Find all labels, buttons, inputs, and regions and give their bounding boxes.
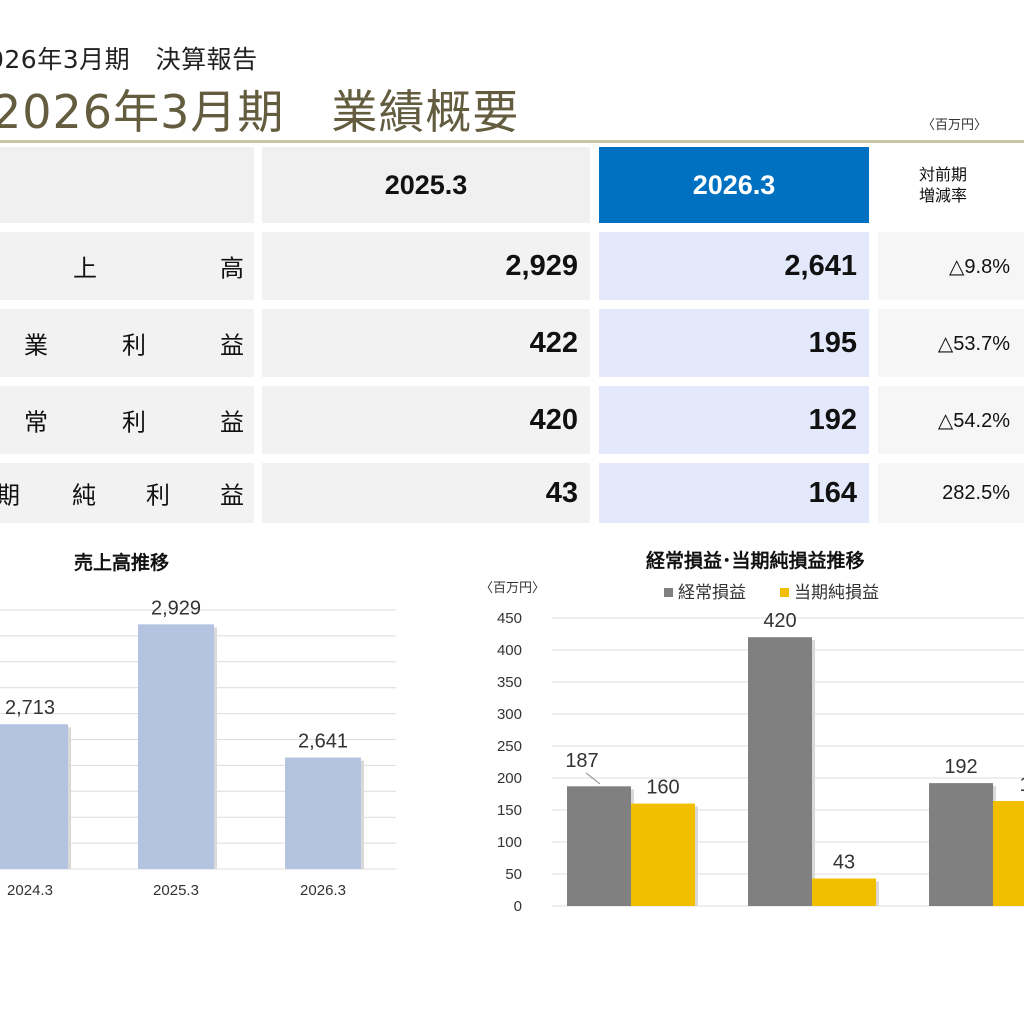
table-corner-cell <box>0 147 254 223</box>
legend-swatch <box>664 588 673 597</box>
y-tick-label: 50 <box>505 866 522 883</box>
table-row-label: 上 高 <box>0 232 254 300</box>
y-tick-label: 200 <box>497 770 522 787</box>
ordinary-profit-bar <box>748 637 812 906</box>
change-header-line1: 対前期 <box>919 165 968 184</box>
column-header-prev: 2025.3 <box>262 147 590 223</box>
data-label: 160 <box>646 777 679 799</box>
y-tick-label: 350 <box>497 674 522 691</box>
value-change: △53.7% <box>878 309 1024 377</box>
data-label: 2,713 <box>5 697 55 719</box>
value-current: 2,641 <box>599 232 869 300</box>
row-label-char: 高 <box>220 254 244 283</box>
row-label-char: 業 <box>24 331 48 360</box>
data-label: 1 <box>1019 774 1024 796</box>
table-row-label: 期 純 利 益 <box>0 463 254 523</box>
value-change: 282.5% <box>878 463 1024 523</box>
row-label-char: 利 <box>122 331 146 360</box>
data-label: 43 <box>833 851 855 873</box>
row-label-char: 純 <box>72 481 96 510</box>
row-label-char: 益 <box>220 481 244 510</box>
row-label-char: 常 <box>24 408 48 437</box>
legend-swatch <box>780 588 789 597</box>
unit-label: 〈百万円〉 <box>922 118 988 133</box>
row-label-char: 上 <box>73 254 97 283</box>
sales-bar <box>285 757 361 869</box>
column-header-change: 対前期 増減率 <box>878 147 1024 223</box>
sales-chart-title: 売上高推移 <box>74 552 170 574</box>
value-change: △54.2% <box>878 386 1024 454</box>
breadcrumb: 026年3月期 決算報告 <box>0 45 258 74</box>
net-profit-bar <box>993 801 1024 906</box>
y-tick-label: 150 <box>497 802 522 819</box>
value-change: △9.8% <box>878 232 1024 300</box>
row-label-char: 益 <box>220 408 244 437</box>
title-divider <box>0 140 1024 143</box>
row-label-char: 利 <box>122 408 146 437</box>
table-row-label: 常 利 益 <box>0 386 254 454</box>
value-prev: 43 <box>262 463 590 523</box>
y-tick-label: 100 <box>497 834 522 851</box>
profit-chart-title: 経常損益･当期純損益推移 <box>646 550 865 572</box>
value-current: 195 <box>599 309 869 377</box>
y-tick-label: 300 <box>497 706 522 723</box>
value-prev: 422 <box>262 309 590 377</box>
data-label: 187 <box>565 750 598 772</box>
table-row-label: 業 利 益 <box>0 309 254 377</box>
sales-chart: 2,713 2024.3 2,929 2025.3 2,641 2026.3 <box>0 597 396 899</box>
ordinary-profit-bar <box>929 783 993 906</box>
value-prev: 2,929 <box>262 232 590 300</box>
sales-bar <box>0 724 68 869</box>
row-label-char: 期 <box>0 481 20 510</box>
change-header-line2: 増減率 <box>919 186 968 205</box>
leader-line <box>585 772 601 785</box>
value-prev: 420 <box>262 386 590 454</box>
profit-chart: 〈百万円〉 経常損益 当期純損益 0 50 100 150 200 250 300 350 400 45… <box>480 580 1024 915</box>
unit-label: 〈百万円〉 <box>480 580 545 595</box>
y-tick-label: 250 <box>497 738 522 755</box>
column-header-current: 2026.3 <box>599 147 869 223</box>
value-current: 192 <box>599 386 869 454</box>
ordinary-profit-bar <box>567 786 631 906</box>
value-current: 164 <box>599 463 869 523</box>
row-label-char: 益 <box>220 331 244 360</box>
data-label: 2,641 <box>298 731 348 753</box>
page-title: 2026年3月期 業績概要 <box>0 85 520 139</box>
x-tick-label: 2026.3 <box>300 882 346 899</box>
legend-label: 当期純損益 <box>794 583 879 602</box>
net-profit-bar <box>812 878 876 906</box>
net-profit-bar <box>631 803 695 906</box>
sales-bar <box>138 624 214 869</box>
data-label: 2,929 <box>151 597 201 619</box>
y-tick-label: 400 <box>497 642 522 659</box>
data-label: 192 <box>944 756 977 778</box>
data-label: 420 <box>763 610 796 632</box>
x-tick-label: 2024.3 <box>7 882 53 899</box>
legend-label: 経常損益 <box>678 583 746 602</box>
row-label-char: 利 <box>146 481 170 510</box>
y-tick-label: 0 <box>514 898 522 915</box>
y-tick-label: 450 <box>497 610 522 627</box>
x-tick-label: 2025.3 <box>153 882 199 899</box>
